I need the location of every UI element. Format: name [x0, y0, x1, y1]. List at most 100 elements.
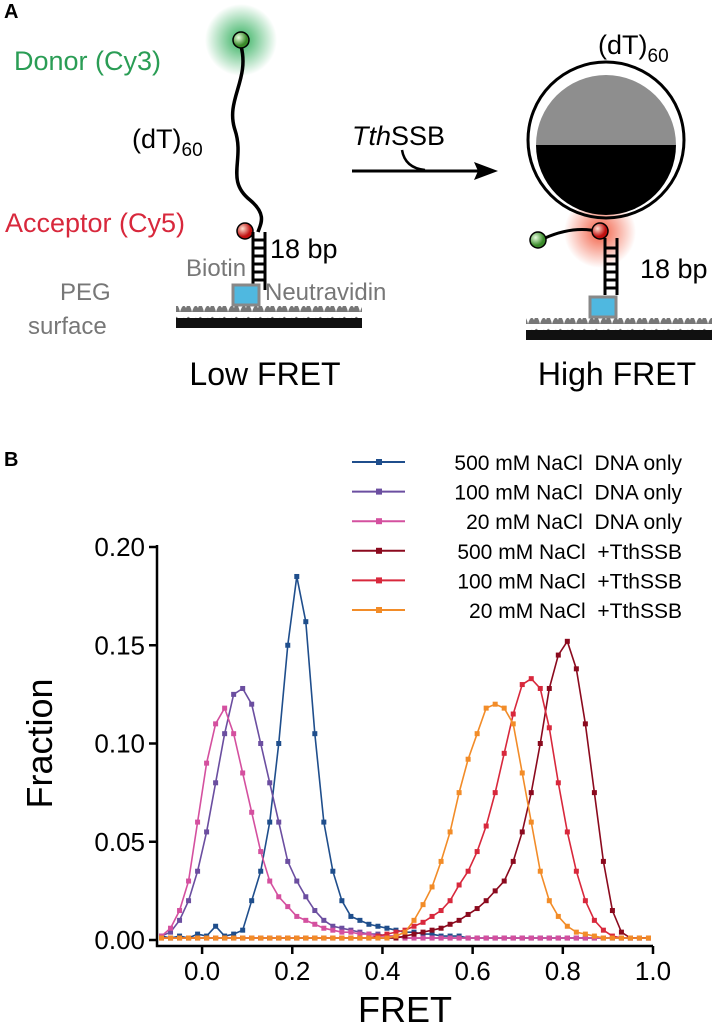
data-point: [348, 929, 354, 935]
data-point: [240, 770, 246, 776]
legend-marker: [376, 459, 382, 465]
data-point: [447, 898, 453, 904]
data-point: [168, 925, 174, 931]
data-point: [267, 780, 273, 786]
data-point: [213, 721, 219, 727]
data-point: [222, 935, 228, 941]
data-point: [501, 750, 507, 756]
data-point: [420, 919, 426, 925]
data-point: [465, 911, 471, 917]
series-line: [161, 639, 649, 939]
data-point: [276, 741, 282, 746]
dt-main: (dT): [132, 124, 182, 154]
peg-label: PEG: [60, 279, 111, 306]
data-point: [258, 741, 264, 746]
data-point: [330, 935, 336, 941]
ssb-bottom: [536, 145, 676, 215]
data-point: [537, 741, 543, 746]
arrow-head: [474, 162, 498, 180]
data-point: [492, 701, 498, 707]
data-point: [438, 858, 444, 864]
data-point: [240, 927, 246, 933]
arrow-branch: [400, 149, 426, 172]
dt-main: (dT): [598, 30, 648, 60]
surface: [526, 330, 712, 340]
series-line: [161, 677, 649, 939]
data-point: [483, 823, 489, 829]
dt-label: (dT)60: [598, 30, 669, 67]
data-point: [528, 935, 534, 941]
data-point: [411, 935, 417, 941]
data-point: [555, 652, 561, 658]
data-point: [204, 935, 210, 941]
data-point: [510, 858, 516, 864]
data-point: [546, 898, 552, 904]
data-point: [312, 908, 318, 914]
y-tick-label: 0.05: [94, 827, 145, 857]
x-tick-label: 1.0: [635, 956, 671, 986]
data-point: [213, 935, 219, 941]
data-point: [249, 898, 255, 904]
data-point: [411, 917, 417, 923]
data-point: [618, 935, 624, 941]
data-point: [168, 935, 174, 941]
data-point: [501, 878, 507, 884]
x-axis-label: FRET: [358, 989, 452, 1030]
high-fret-label: High FRET: [538, 356, 696, 392]
neutravidin: [588, 295, 618, 319]
peg-layer: [176, 306, 362, 318]
low-fret-label: Low FRET: [189, 356, 340, 392]
data-point: [222, 705, 228, 711]
acceptor-dye: [236, 222, 254, 240]
data-point: [519, 770, 525, 776]
ssdna-loop: [526, 60, 686, 220]
data-point: [465, 935, 471, 941]
acceptor-dye: [591, 222, 609, 240]
data-point: [492, 888, 498, 894]
surface: [176, 318, 362, 328]
data-point: [474, 849, 480, 855]
dt-sub: 60: [182, 140, 203, 161]
data-point: [474, 731, 480, 737]
data-point: [177, 935, 183, 941]
data-point: [627, 935, 633, 941]
data-point: [249, 935, 255, 941]
duplex: [603, 238, 619, 295]
data-point: [294, 573, 300, 579]
data-point: [357, 935, 363, 941]
x-tick-label: 0.8: [545, 956, 581, 986]
legend-label: 500 mM NaCl DNA only: [454, 452, 682, 475]
data-point: [303, 917, 309, 923]
data-point: [555, 913, 561, 919]
y-axis-label: Fraction: [19, 678, 60, 808]
neutravidin-label: Neutravidin: [265, 279, 386, 306]
donor-dye: [232, 31, 250, 49]
data-point: [357, 917, 363, 923]
panel-label: A: [4, 1, 18, 23]
data-point: [402, 929, 408, 935]
data-point: [330, 923, 336, 929]
duplex: [251, 232, 267, 290]
data-point: [384, 935, 390, 941]
data-point: [483, 705, 489, 711]
legend-label: 100 mM NaCl DNA only: [454, 482, 682, 505]
data-point: [204, 829, 210, 835]
data-point: [195, 819, 201, 825]
data-point: [195, 868, 201, 874]
data-point: [231, 931, 237, 937]
data-point: [303, 619, 309, 625]
donor-label: Donor (Cy3): [14, 46, 161, 76]
legend-marker: [376, 547, 382, 554]
biotin-label: Biotin: [186, 255, 246, 282]
legend-label: 500 mM NaCl +TthSSB: [457, 541, 682, 564]
data-point: [384, 925, 390, 931]
panel-label: B: [4, 449, 18, 471]
data-point: [555, 935, 561, 941]
dt-label: (dT)60: [132, 124, 203, 161]
data-point: [231, 691, 237, 697]
legend-label: 20 mM NaCl DNA only: [466, 511, 682, 534]
data-point: [339, 929, 345, 935]
data-point: [294, 913, 300, 919]
bp-label: 18 bp: [640, 254, 708, 284]
dt-sub: 60: [648, 46, 669, 67]
